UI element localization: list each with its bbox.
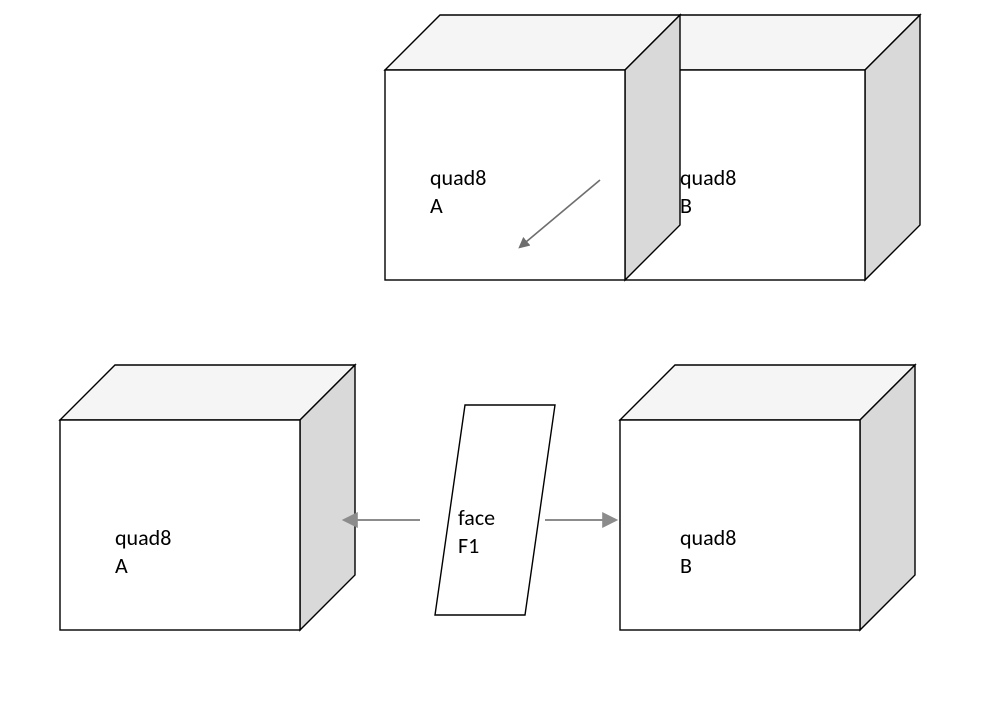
bot_B-label1: quad8 (680, 524, 736, 551)
diagram-canvas: quad8Aquad8Bquad8Aquad8BfaceF1 (0, 0, 1000, 703)
top_B-label2: B (680, 192, 692, 219)
face-label1: face (458, 504, 495, 531)
cube-bot-B-front (620, 420, 860, 630)
bot_A-label1: quad8 (115, 524, 171, 551)
bot_A-label2: A (115, 552, 128, 579)
top_A-label2: A (430, 192, 443, 219)
cube-bot-A-front (60, 420, 300, 630)
face-label2: F1 (458, 532, 479, 559)
top_A-label1: quad8 (430, 164, 486, 191)
top_B-label1: quad8 (680, 164, 736, 191)
bot_B-label2: B (680, 552, 692, 579)
cube-top-A-front (385, 70, 625, 280)
